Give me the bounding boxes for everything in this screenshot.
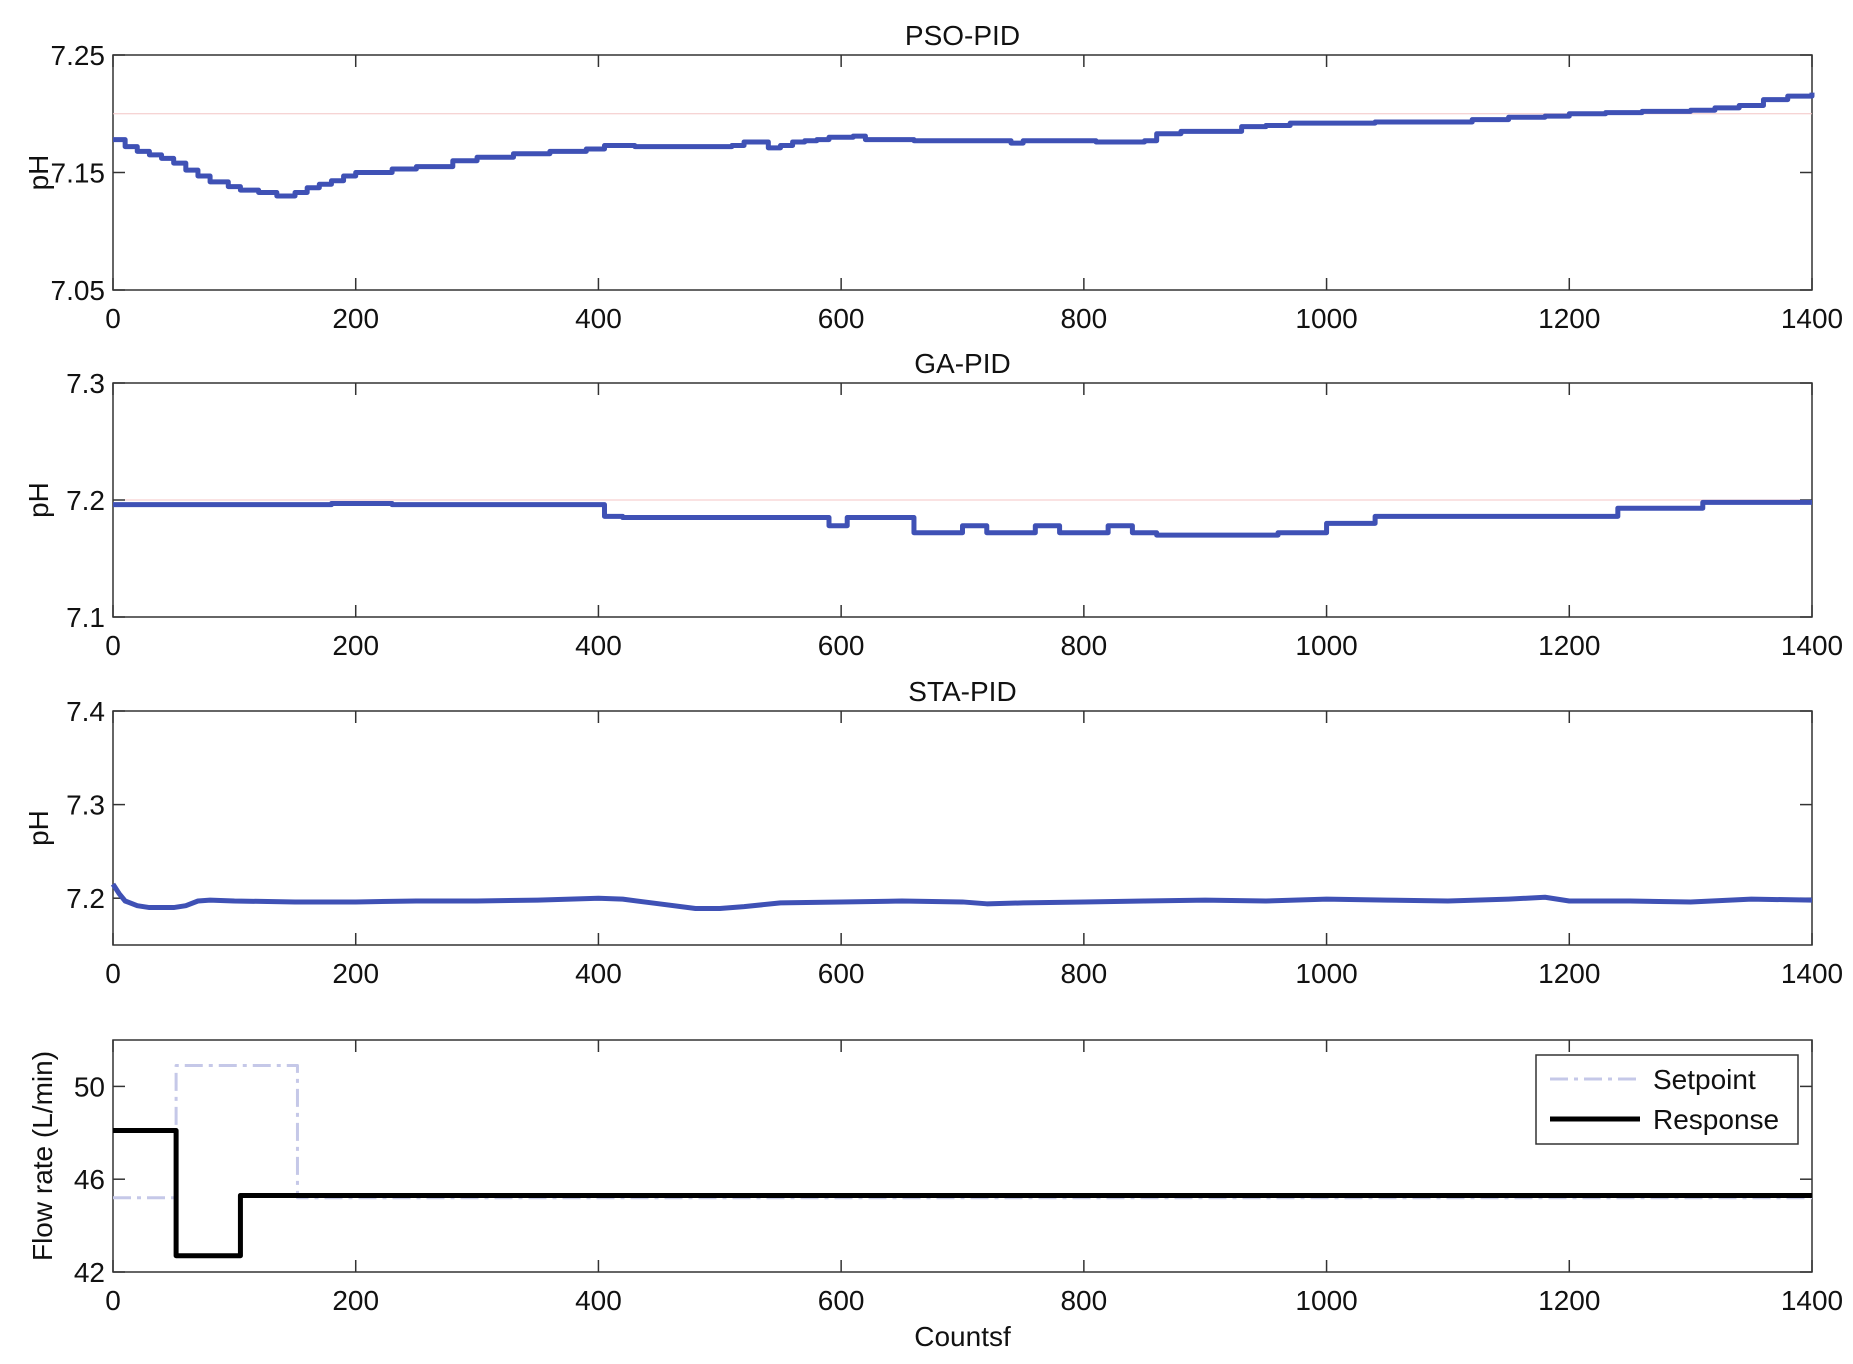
x-tick-label: 200 — [332, 1285, 379, 1316]
chart-panel-ga: 0 200 400 600 800 1000 1200 1400 7.1 7.2 7.3 GA-PID… — [23, 348, 1843, 661]
chart-title: GA-PID — [914, 348, 1010, 379]
x-tick-label: 200 — [332, 958, 379, 989]
x-tick-label: 400 — [575, 958, 622, 989]
x-tick-label: 600 — [818, 630, 865, 661]
x-tick-label: 400 — [575, 1285, 622, 1316]
chart-panel-pso: 0 200 400 600 800 1000 1200 1400 7.05 7.15 7.25 PSO… — [23, 20, 1843, 334]
x-tick-label: 400 — [575, 630, 622, 661]
y-tick-label: 50 — [74, 1071, 105, 1102]
legend: Setpoint Response — [1535, 1054, 1799, 1145]
x-tick-label: 0 — [105, 1285, 121, 1316]
y-axis-label: pH — [23, 810, 54, 846]
x-tick-label: 1400 — [1781, 958, 1843, 989]
x-tick-label: 400 — [575, 303, 622, 334]
x-tick-label: 1200 — [1538, 630, 1600, 661]
y-tick-label: 7.05 — [51, 275, 106, 306]
y-tick-label: 42 — [74, 1257, 105, 1288]
plot-frame — [112, 1039, 1813, 1273]
x-tick-label: 1000 — [1295, 630, 1357, 661]
x-tick-label: 200 — [332, 630, 379, 661]
y-tick-label: 7.2 — [66, 485, 105, 516]
series-line-0 — [110, 882, 1813, 911]
chart-panel-flow: 0 200 400 600 800 1000 1200 1400 42 46 50 Flow rate… — [27, 1039, 1843, 1352]
x-tick-label: 1400 — [1781, 1285, 1843, 1316]
x-tick-label: 800 — [1060, 630, 1107, 661]
x-tick-label: 0 — [105, 630, 121, 661]
x-tick-label: 800 — [1060, 303, 1107, 334]
y-tick-label: 7.2 — [66, 883, 105, 914]
x-tick-label: 800 — [1060, 1285, 1107, 1316]
x-tick-label: 200 — [332, 303, 379, 334]
x-tick-label: 1000 — [1295, 303, 1357, 334]
x-tick-label: 600 — [818, 958, 865, 989]
x-tick-label: 1400 — [1781, 630, 1843, 661]
y-tick-label: 7.4 — [66, 696, 105, 727]
y-axis-label: pH — [23, 482, 54, 518]
x-tick-label: 1000 — [1295, 958, 1357, 989]
x-tick-label: 600 — [818, 1285, 865, 1316]
y-tick-label: 7.1 — [66, 602, 105, 633]
chart-title: PSO-PID — [905, 20, 1020, 51]
x-tick-label: 600 — [818, 303, 865, 334]
series-response-line — [113, 1127, 1812, 1259]
chart-title: STA-PID — [908, 676, 1016, 707]
y-tick-label: 7.25 — [51, 40, 106, 71]
x-tick-label: 1000 — [1295, 1285, 1357, 1316]
legend-label-setpoint: Setpoint — [1653, 1064, 1756, 1095]
x-tick-label: 1200 — [1538, 958, 1600, 989]
x-tick-label: 1200 — [1538, 1285, 1600, 1316]
y-axis-label: pH — [23, 155, 54, 191]
legend-label-response: Response — [1653, 1104, 1779, 1135]
x-tick-label: 1400 — [1781, 303, 1843, 334]
x-tick-label: 0 — [105, 303, 121, 334]
series-line-0 — [113, 92, 1815, 199]
y-tick-label: 46 — [74, 1164, 105, 1195]
chart-panel-sta: 0 200 400 600 800 1000 1200 1400 7.2 7.3 7.4 STA-PI… — [23, 676, 1843, 989]
y-tick-label: 7.3 — [66, 790, 105, 821]
x-tick-label: 0 — [105, 958, 121, 989]
x-axis-label: Countsf — [914, 1321, 1011, 1352]
y-tick-label: 7.3 — [66, 368, 105, 399]
x-tick-label: 1200 — [1538, 303, 1600, 334]
series-line-0 — [113, 499, 1812, 538]
x-tick-label: 800 — [1060, 958, 1107, 989]
y-tick-label: 7.15 — [51, 158, 106, 189]
plot-frame — [112, 710, 1813, 946]
legend-box — [1535, 1054, 1799, 1145]
y-axis-label: Flow rate (L/min) — [27, 1051, 58, 1261]
